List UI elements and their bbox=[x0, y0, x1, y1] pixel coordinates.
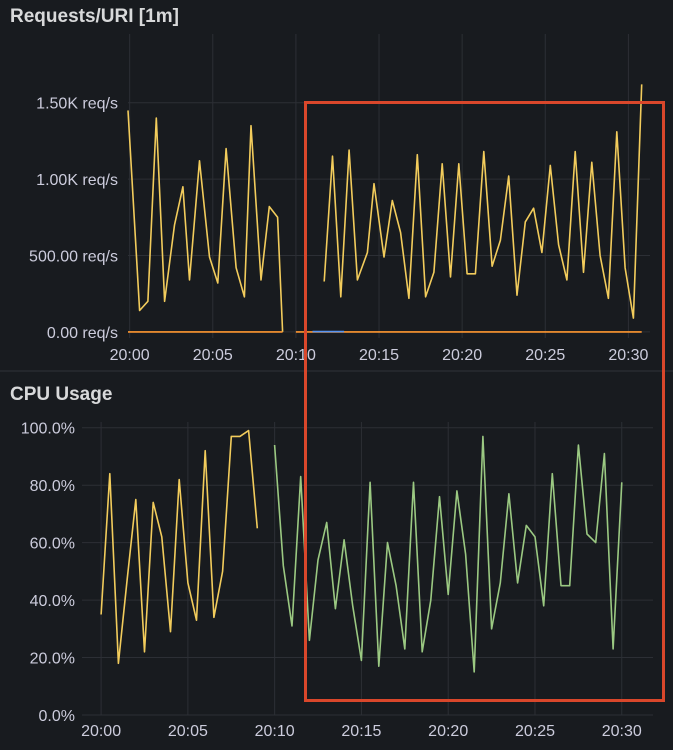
cpu-panel: CPU Usage 20:00 20:05 20:10 20:15 20:20 20:25… bbox=[0, 372, 673, 750]
cpu-panel-title: CPU Usage bbox=[10, 384, 113, 405]
x-tick-label: 20:30 bbox=[602, 723, 642, 740]
y-tick-label: 100.0% bbox=[21, 421, 75, 438]
y-tick-label: 1.50K req/s bbox=[36, 96, 118, 113]
x-tick-label: 20:00 bbox=[110, 347, 150, 364]
x-tick-label: 20:25 bbox=[525, 347, 565, 364]
y-tick-label: 80.0% bbox=[30, 478, 75, 495]
x-tick-label: 20:20 bbox=[428, 723, 468, 740]
requests-chart: 20:00 20:05 20:10 20:15 20:20 20:25 20:30 0.00 … bbox=[29, 34, 650, 364]
y-tick-label: 40.0% bbox=[30, 593, 75, 610]
series-line-0-0 bbox=[100, 429, 259, 665]
y-tick-label: 500.00 req/s bbox=[29, 249, 118, 266]
panel-divider bbox=[0, 370, 673, 372]
x-tick-label: 20:20 bbox=[442, 347, 482, 364]
requests-panel: Requests/URI [1m] 20:00 20:05 20:10 20:15 20… bbox=[0, 0, 673, 370]
x-tick-label: 20:00 bbox=[81, 723, 121, 740]
x-tick-label: 20:10 bbox=[255, 723, 295, 740]
series-line-0-0 bbox=[127, 110, 284, 332]
x-tick-label: 20:15 bbox=[341, 723, 381, 740]
y-tick-label: 20.0% bbox=[30, 651, 75, 668]
series-line-1-0 bbox=[273, 435, 623, 673]
x-tick-label: 20:10 bbox=[276, 347, 316, 364]
y-tick-label: 0.00 req/s bbox=[47, 325, 118, 342]
cpu-chart: 20:00 20:05 20:10 20:15 20:20 20:25 20:30 0.0% 2… bbox=[21, 421, 653, 740]
x-tick-label: 20:30 bbox=[608, 347, 648, 364]
requests-panel-title: Requests/URI [1m] bbox=[10, 6, 179, 27]
x-tick-label: 20:15 bbox=[359, 347, 399, 364]
x-tick-label: 20:05 bbox=[193, 347, 233, 364]
y-tick-label: 0.0% bbox=[39, 708, 75, 725]
y-tick-label: 1.00K req/s bbox=[36, 172, 118, 189]
x-tick-label: 20:05 bbox=[168, 723, 208, 740]
y-tick-label: 60.0% bbox=[30, 536, 75, 553]
x-tick-label: 20:25 bbox=[515, 723, 555, 740]
series-line-0-1 bbox=[323, 84, 643, 319]
